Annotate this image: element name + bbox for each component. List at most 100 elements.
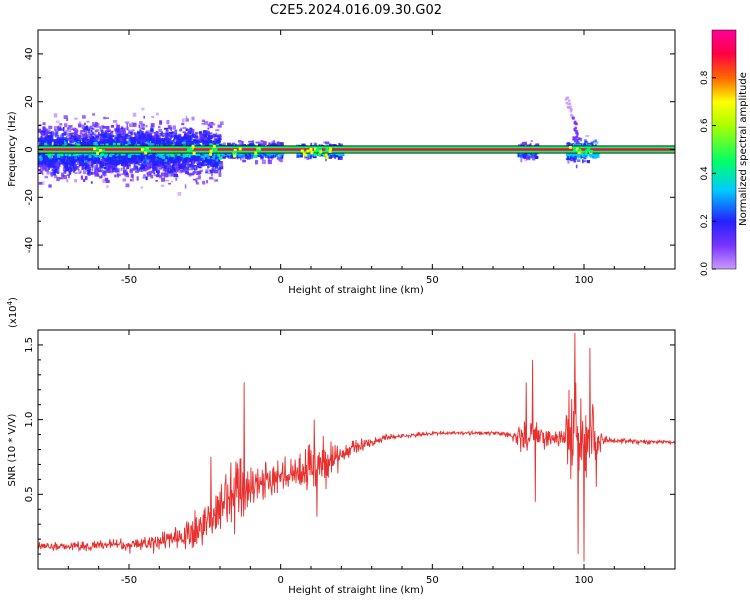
spectrogram-cell [75, 137, 79, 142]
spectrogram-cell [168, 157, 173, 160]
spectrogram-cell [187, 159, 190, 164]
spectrogram-cell [72, 163, 77, 166]
spectrogram-cell [87, 170, 90, 174]
spectrogram-cell [252, 140, 255, 144]
spectrogram-cell [165, 130, 169, 134]
spectrogram-cell [62, 152, 67, 155]
spectrogram-cell [180, 136, 185, 141]
spectrogram-cell [136, 139, 140, 145]
spectrogram-cell [135, 137, 140, 140]
spectrogram-cell [62, 139, 66, 143]
spectrogram-cell [156, 160, 159, 165]
spectrogram-cell [188, 140, 193, 144]
spectrogram-cell [207, 157, 210, 160]
spectrogram-cell [112, 154, 116, 159]
spectrogram-cell [186, 142, 189, 146]
spectrogram-cell [81, 166, 84, 169]
spectrogram-cell [154, 156, 156, 160]
spectrogram-cell [203, 138, 208, 141]
spectrogram-cell [133, 161, 135, 165]
spectrogram-cell [114, 163, 118, 167]
spectrogram-cell [152, 135, 156, 138]
spectrogram-cell [167, 125, 172, 130]
spectrogram-cell [140, 132, 145, 137]
spectrogram-cell [111, 158, 115, 160]
spectrogram-cell [58, 138, 62, 143]
spectrogram-cell [280, 154, 284, 159]
spectrogram-cell [278, 157, 282, 160]
spectrogram-cell [209, 176, 214, 179]
spectrogram-cell [149, 164, 152, 166]
spectrogram-cell [161, 132, 165, 135]
spectrogram-cell [97, 142, 100, 145]
spectrogram-cell [155, 180, 158, 182]
spectrogram-cell [192, 165, 197, 168]
spectrogram-cell [74, 130, 77, 134]
spectrogram-peak [104, 154, 108, 158]
spectrogram-cell [195, 180, 198, 185]
spectrogram-cell [143, 124, 145, 126]
spectrogram-cell [159, 132, 164, 137]
spectrogram-cell [68, 138, 72, 142]
spectrogram-cell [87, 133, 92, 138]
spectrogram-cell [131, 179, 134, 182]
spectrogram-cell [53, 126, 57, 131]
spectrogram-cell [339, 157, 343, 160]
spectrogram-cell [133, 167, 138, 171]
spectrogram-cell [122, 165, 126, 170]
spectrogram-cell [315, 142, 318, 148]
spectrogram-cell [132, 160, 135, 163]
spectrogram-cell [82, 138, 85, 143]
spectrogram-cell [89, 137, 94, 142]
spectrogram-cell [97, 173, 100, 177]
spectrogram-cell [47, 144, 52, 147]
spectrogram-cell [57, 166, 60, 170]
spectrogram-cell [159, 120, 163, 125]
spectrogram-cell [121, 138, 124, 142]
spectrogram-cell [94, 125, 97, 128]
spectrogram-cell [183, 166, 187, 171]
spectrogram-cell [78, 171, 81, 174]
spectrogram-cell [117, 173, 119, 178]
spectrogram-cell [118, 133, 122, 138]
spectrogram-cell [220, 121, 224, 125]
spectrogram-cell [99, 126, 101, 129]
spectrogram-cell [339, 143, 343, 147]
spectrogram-cell [40, 136, 43, 139]
spectrogram-cell [133, 131, 136, 135]
spectrogram-cell [263, 152, 267, 156]
spectrogram-cell [41, 132, 45, 136]
spectrogram-cell [128, 129, 131, 134]
spectrogram-cell [191, 116, 195, 121]
spectrogram-cell [42, 181, 45, 186]
spectrogram-cell [40, 141, 45, 145]
spectrogram-cell [153, 138, 156, 141]
spectrogram-cell [199, 135, 202, 138]
spectrogram-cell [120, 137, 123, 142]
spectrogram-cell [70, 138, 74, 142]
spectrogram-cell [215, 139, 220, 142]
spectrogram-cell [166, 132, 170, 136]
spectrogram-cell [46, 155, 49, 160]
spectrogram-cell [49, 142, 52, 147]
spectrogram-cell [108, 156, 111, 161]
spectrogram-cell [154, 161, 158, 165]
spectrogram-cell [68, 160, 71, 165]
spectrogram-cell [56, 131, 59, 137]
spectrogram-cell [270, 155, 274, 159]
spectrogram-cell [152, 163, 156, 166]
spectrogram-cell [116, 160, 120, 166]
spectrogram-cell [82, 152, 85, 157]
spectrogram-cell [152, 137, 155, 142]
spectrogram-cell [116, 139, 121, 144]
spectrogram-cell [196, 177, 199, 180]
spectrogram-cell [232, 143, 235, 147]
spectrogram-cell [194, 133, 197, 137]
spectrogram-cell [125, 134, 128, 139]
spectrogram-cell [154, 132, 158, 137]
spectrogram-cell [188, 174, 192, 177]
spectrogram-cell [212, 168, 217, 173]
spectrogram-cell [194, 140, 198, 143]
spectrogram-cell [139, 164, 142, 167]
spectrogram-cell [176, 134, 182, 137]
